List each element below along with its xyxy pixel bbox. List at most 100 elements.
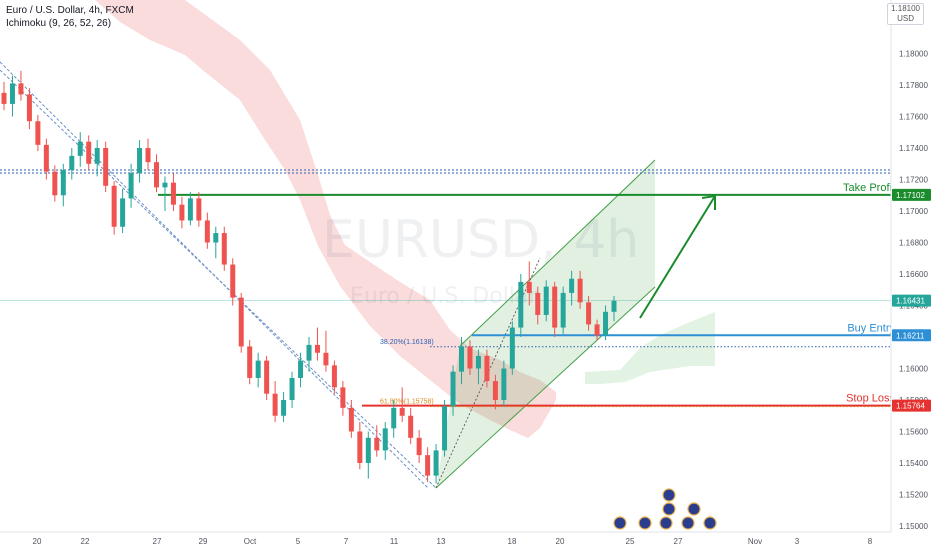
currency-top-price: 1.18100 xyxy=(891,4,920,13)
candle-body xyxy=(509,327,515,369)
price-tick-label: 1.18000 xyxy=(899,50,928,59)
candle-body xyxy=(230,264,236,298)
candle-body xyxy=(560,292,566,328)
indicator-label[interactable]: Ichimoku (9, 26, 52, 26) xyxy=(6,18,112,29)
candle-body xyxy=(365,437,371,463)
ichimoku-cloud-future xyxy=(585,312,715,384)
take-profit-label: Take Profit xyxy=(843,182,895,194)
stop-loss-label: Stop Loss xyxy=(846,393,895,405)
candle-body xyxy=(187,198,193,221)
candle-body xyxy=(298,360,304,378)
buy-entry-label: Buy Entry xyxy=(847,322,895,334)
candle-body xyxy=(484,355,490,382)
candle-body xyxy=(374,437,380,451)
economic-event-flag-icon[interactable] xyxy=(659,516,673,530)
candle-body xyxy=(408,415,414,438)
candle-body xyxy=(416,437,422,456)
candle-body xyxy=(255,360,261,378)
candle-body xyxy=(94,148,100,164)
time-tick-label: 5 xyxy=(296,537,301,546)
candle-body xyxy=(43,144,49,172)
candle-body xyxy=(111,185,117,227)
current-price-tag xyxy=(892,294,931,307)
candle-body xyxy=(475,355,481,369)
candle-body xyxy=(213,233,219,243)
candle-body xyxy=(120,198,126,227)
candle-body xyxy=(603,311,609,336)
economic-event-flag-icon[interactable] xyxy=(687,502,701,516)
candle-body xyxy=(586,302,592,325)
candle-body xyxy=(52,171,58,196)
candle-body xyxy=(162,182,168,188)
time-tick-label: Oct xyxy=(244,537,257,546)
candle-body xyxy=(331,365,337,388)
symbol-title: Euro / U.S. Dollar, 4h, FXCM xyxy=(6,5,134,16)
take-profit-price-tag xyxy=(892,188,931,201)
economic-event-flag-icon[interactable] xyxy=(681,516,695,530)
candle-body xyxy=(26,94,32,122)
candle-body xyxy=(9,83,15,104)
candle-body xyxy=(281,400,287,416)
current-price-tag-text: 1.16431 xyxy=(896,297,925,306)
economic-event-flag-icon[interactable] xyxy=(662,488,676,502)
economic-event-flag-icon[interactable] xyxy=(638,516,652,530)
candle-body xyxy=(391,407,397,429)
fib-level-label: 61.80%(1.15758) xyxy=(380,399,434,406)
time-tick-label: 25 xyxy=(626,537,635,546)
candle-body xyxy=(543,286,549,315)
target-arrow-head xyxy=(701,194,716,210)
time-tick-label: 3 xyxy=(795,537,800,546)
candle-body xyxy=(264,360,270,394)
price-tick-label: 1.16800 xyxy=(899,239,928,248)
currency-selector[interactable]: 1.18100 USD xyxy=(887,3,924,25)
price-tick-label: 1.16000 xyxy=(899,365,928,374)
candle-body xyxy=(569,278,575,293)
downtrend-line-lower xyxy=(0,69,437,489)
time-tick-label: 7 xyxy=(344,537,349,546)
economic-event-flag-icon[interactable] xyxy=(662,502,676,516)
ascending-channel-fill xyxy=(436,160,655,488)
economic-event-flag-icon[interactable] xyxy=(703,516,717,530)
candle-body xyxy=(86,141,92,164)
buy-entry-price-tag xyxy=(892,329,931,342)
time-tick-label: 18 xyxy=(508,537,517,546)
price-tick-label: 1.17400 xyxy=(899,144,928,153)
candle-body xyxy=(204,220,210,243)
time-tick-label: 22 xyxy=(81,537,90,546)
time-tick-label: 8 xyxy=(868,537,873,546)
price-tick-label: 1.17600 xyxy=(899,113,928,122)
candle-body xyxy=(221,233,227,265)
candle-body xyxy=(247,346,253,378)
candle-body xyxy=(272,393,278,416)
candle-body xyxy=(60,170,66,196)
candle-body xyxy=(69,155,75,171)
candle-body xyxy=(323,352,329,366)
candle-body xyxy=(306,344,312,361)
price-tick-label: 1.15400 xyxy=(899,459,928,468)
candle-body xyxy=(577,278,583,303)
price-tick-label: 1.15600 xyxy=(899,428,928,437)
price-tick-label: 1.15200 xyxy=(899,491,928,500)
candle-body xyxy=(382,428,388,451)
price-tick-label: 1.17000 xyxy=(899,207,928,216)
candle-body xyxy=(552,286,558,328)
candle-body xyxy=(425,455,431,476)
economic-event-flag-icon[interactable] xyxy=(613,516,627,530)
price-tick-label: 1.15000 xyxy=(899,522,928,531)
candle-body xyxy=(18,83,24,95)
time-tick-label: 20 xyxy=(33,537,42,546)
candle-body xyxy=(467,346,473,369)
candle-body xyxy=(170,182,176,205)
time-tick-label: 13 xyxy=(437,537,446,546)
candle-body xyxy=(179,204,185,221)
currency-unit: USD xyxy=(897,14,914,23)
time-tick-label: 27 xyxy=(153,537,162,546)
fib-level-label: 38.20%(1.16138) xyxy=(380,339,434,346)
ichimoku-cloud xyxy=(95,0,556,438)
time-tick-label: 20 xyxy=(556,537,565,546)
candle-body xyxy=(535,292,541,315)
candle-body xyxy=(154,162,159,188)
candle-body xyxy=(492,381,498,400)
